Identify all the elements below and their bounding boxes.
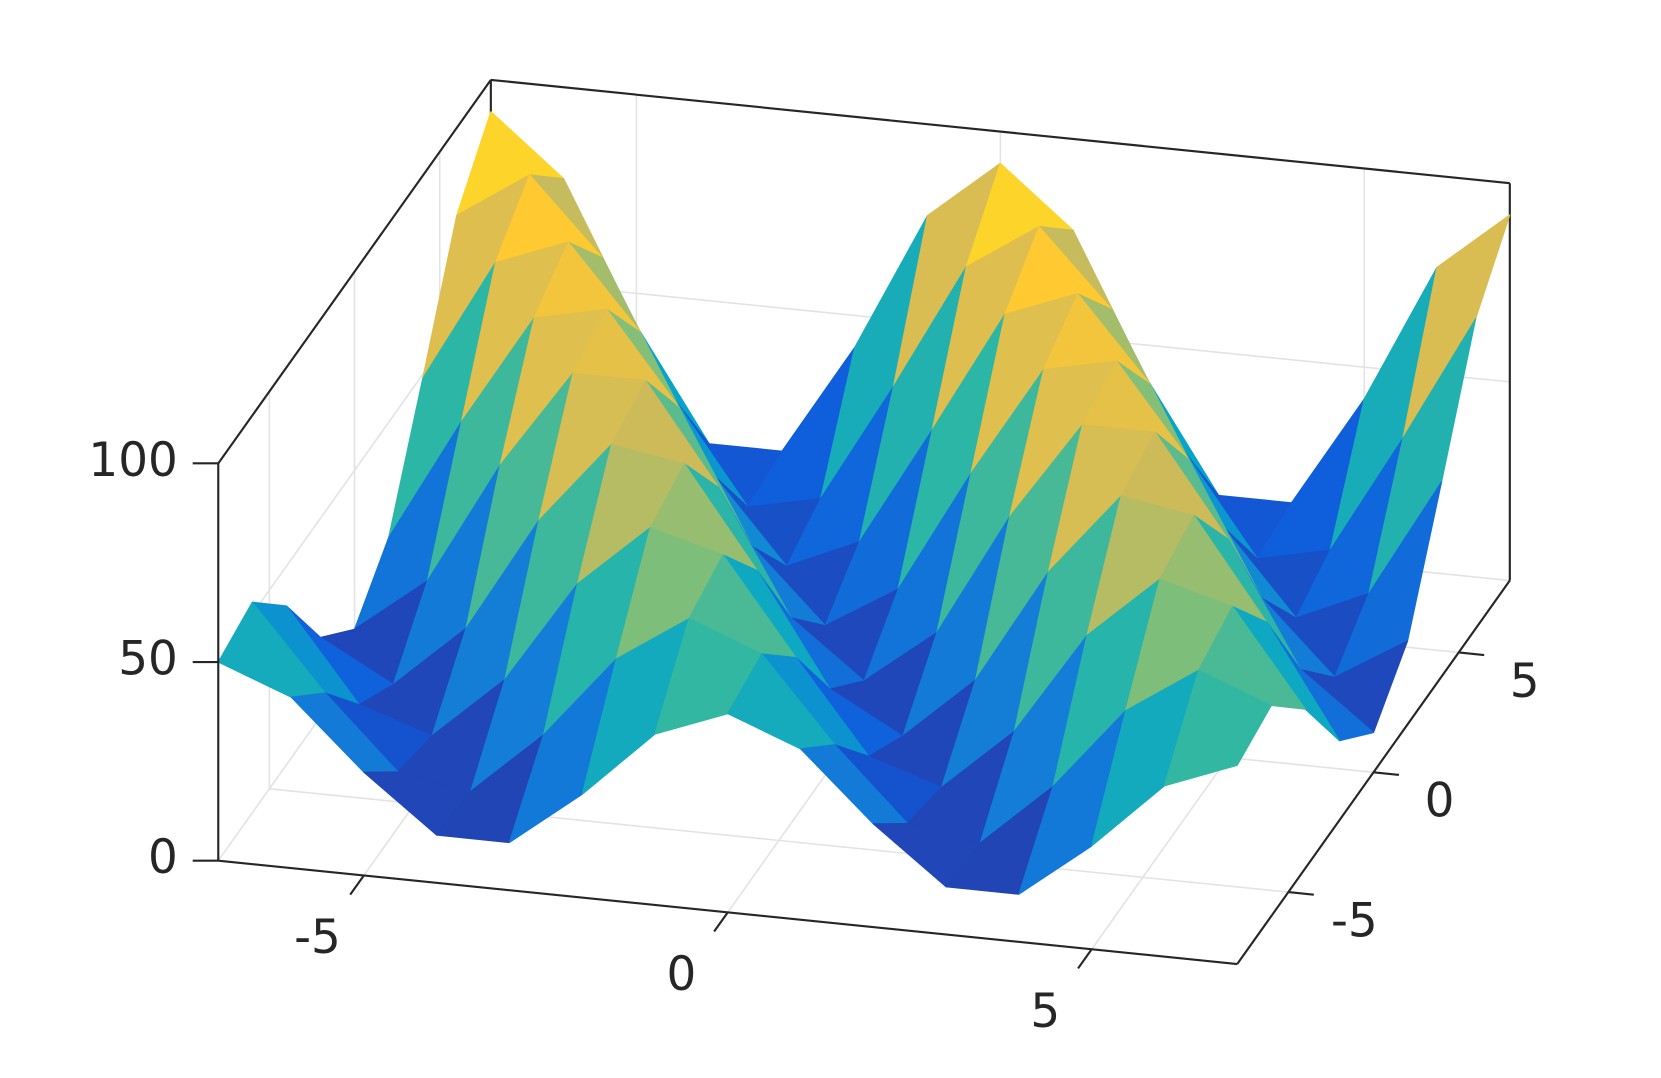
y-tick: [1288, 891, 1314, 896]
x-tick: [349, 874, 365, 896]
box-edge: [490, 78, 1510, 185]
surface-patch: [1163, 669, 1272, 787]
y-tick-label: -5: [1331, 895, 1378, 949]
x-tick-label: 0: [667, 948, 697, 1002]
surface: [217, 111, 1511, 895]
z-tick-label: 0: [148, 831, 178, 885]
y-tick: [1373, 771, 1400, 776]
x-tick-label: 5: [1030, 985, 1060, 1039]
y-tick-label: 5: [1510, 655, 1540, 709]
box-edge: [217, 79, 492, 464]
z-tick-label: 100: [88, 434, 177, 488]
z-tick-label: 50: [118, 633, 178, 687]
x-tick: [713, 911, 729, 933]
y-tick-label: 0: [1425, 775, 1455, 829]
x-tick-label: -5: [294, 911, 341, 965]
y-tick: [1458, 651, 1485, 657]
x-tick: [1077, 948, 1093, 970]
